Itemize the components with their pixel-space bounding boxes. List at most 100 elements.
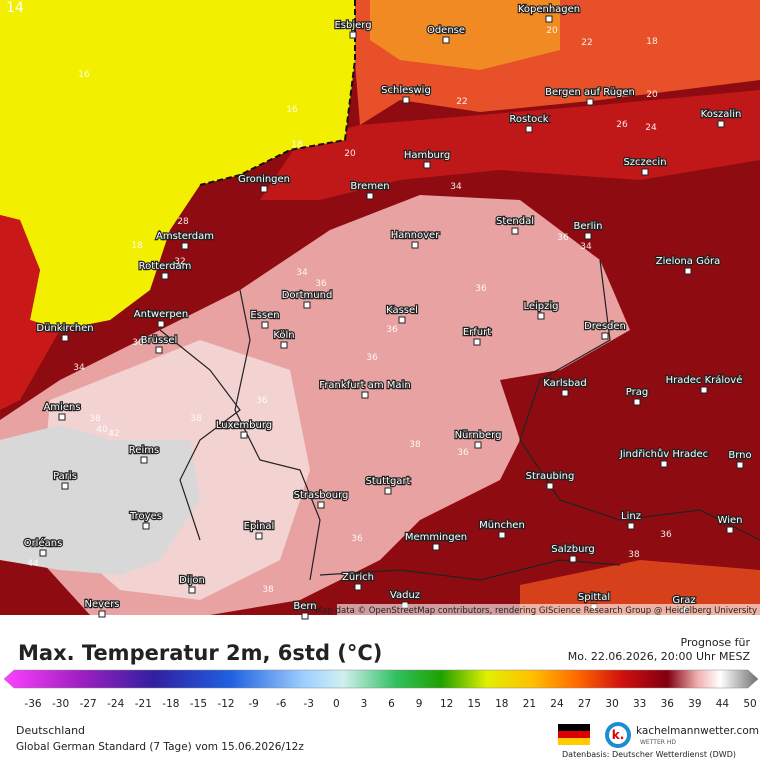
- city-marker: [736, 461, 744, 469]
- colorbar-tick-label: 18: [495, 698, 508, 710]
- city-label: Rotterdam: [139, 261, 192, 272]
- colorbar-tick-label: -15: [190, 698, 207, 710]
- contour-label: 20: [546, 26, 558, 36]
- city-marker: [641, 168, 649, 176]
- colorbar-tick-label: 3: [361, 698, 368, 710]
- city-label: Essen: [250, 310, 279, 321]
- city-marker: [384, 487, 392, 495]
- logo-name: kachelmannwetter.com: [636, 725, 759, 737]
- contour-label: 38: [190, 414, 202, 424]
- city-label: Reims: [129, 445, 159, 456]
- city-label: Nürnberg: [455, 430, 502, 441]
- colorbar-tick-label: -30: [52, 698, 69, 710]
- city-marker: [61, 334, 69, 342]
- city-marker: [561, 389, 569, 397]
- contour-label: 38: [628, 550, 640, 560]
- city-label: Kassel: [386, 305, 418, 316]
- city-label: Bern: [293, 601, 316, 612]
- city-marker: [161, 272, 169, 280]
- contour-label: 40: [96, 425, 108, 435]
- city-marker: [301, 612, 309, 620]
- city-marker: [157, 320, 165, 328]
- contour-label: 36: [366, 353, 378, 363]
- contour-label: 44: [27, 559, 39, 569]
- contour-label: 18: [646, 37, 658, 47]
- city-label: Graz: [672, 595, 695, 606]
- contour-label: 34: [73, 363, 85, 373]
- city-marker: [58, 413, 66, 421]
- colorbar-tick-label: 44: [716, 698, 730, 710]
- city-marker: [366, 192, 374, 200]
- contour-label: 26: [616, 120, 628, 130]
- city-marker: [39, 549, 47, 557]
- city-marker: [586, 98, 594, 106]
- contour-label: 42: [108, 429, 119, 439]
- contour-label: 36: [351, 534, 363, 544]
- city-marker: [545, 15, 553, 23]
- contour-label: 24: [645, 123, 657, 133]
- city-marker: [255, 532, 263, 540]
- city-label: Orléans: [24, 537, 63, 549]
- colorbar-tick-label: 36: [661, 698, 675, 710]
- contour-label: 32: [174, 257, 185, 267]
- city-marker: [303, 301, 311, 309]
- city-marker: [569, 555, 577, 563]
- city-marker: [188, 586, 196, 594]
- city-label: Hannover: [391, 230, 441, 241]
- colorbar-tick-label: 12: [440, 698, 453, 710]
- colorbar-tick-label: -21: [135, 698, 152, 710]
- city-label: Troyes: [129, 511, 162, 522]
- colorbar-tick-label: 15: [468, 698, 481, 710]
- city-label: Bergen auf Rügen: [545, 87, 635, 98]
- city-label: Hamburg: [404, 150, 450, 161]
- colorbar-tick-label: 24: [550, 698, 564, 710]
- colorbar-tick-label: 33: [633, 698, 646, 710]
- city-label: Spittal: [578, 592, 610, 603]
- city-label: Prag: [626, 387, 648, 398]
- city-marker: [349, 31, 357, 39]
- footer: Max. Temperatur 2m, 6std (°C) Prognose f…: [3, 636, 759, 759]
- colorbar-tick-label: 0: [333, 698, 340, 710]
- city-marker: [317, 501, 325, 509]
- city-marker: [240, 431, 248, 439]
- city-label: Luxemburg: [216, 420, 272, 431]
- city-marker: [627, 522, 635, 530]
- city-marker: [402, 96, 410, 104]
- contour-label: 36: [475, 284, 487, 294]
- colorbar-tick-label: 27: [578, 698, 591, 710]
- map-attribution: Map data © OpenStreetMap contributors, r…: [315, 606, 757, 616]
- city-label: Paris: [53, 471, 77, 482]
- city-marker: [474, 441, 482, 449]
- city-label: Dijon: [179, 575, 205, 586]
- city-label: Stuttgart: [366, 476, 411, 487]
- colorbar-tick-label: -24: [107, 698, 124, 710]
- contour-label: 34: [580, 242, 592, 252]
- city-label: Koszalin: [701, 109, 742, 120]
- city-marker: [155, 346, 163, 354]
- city-marker: [498, 531, 506, 539]
- contour-label: 38: [262, 585, 274, 595]
- contour-label: 38: [89, 414, 101, 424]
- city-label: Wien: [718, 515, 743, 526]
- city-label: Leipzig: [523, 301, 558, 312]
- contour-label: 36: [386, 325, 398, 335]
- city-marker: [601, 332, 609, 340]
- city-marker: [717, 120, 725, 128]
- city-marker: [432, 543, 440, 551]
- forecast-label: Prognose für: [681, 636, 751, 649]
- city-label: Karlsbad: [543, 378, 586, 389]
- city-marker: [181, 242, 189, 250]
- contour-label: 34: [450, 182, 462, 192]
- city-label: Dünkirchen: [36, 323, 93, 334]
- city-label: Frankfurt am Main: [319, 380, 410, 391]
- city-marker: [660, 460, 668, 468]
- data-source: Datenbasis: Deutscher Wetterdienst (DWD): [562, 750, 736, 759]
- map: 14 Esbjerg Odense Kopenhagen Schleswig Berge…: [0, 0, 760, 620]
- city-label: Hradec Králové: [666, 374, 743, 386]
- region-label: Deutschland: [16, 724, 85, 737]
- city-label: Vaduz: [390, 590, 420, 601]
- city-marker: [726, 526, 734, 534]
- contour-label: 30: [132, 338, 144, 348]
- city-label: Memmingen: [405, 532, 467, 543]
- contour-label: 36: [256, 396, 268, 406]
